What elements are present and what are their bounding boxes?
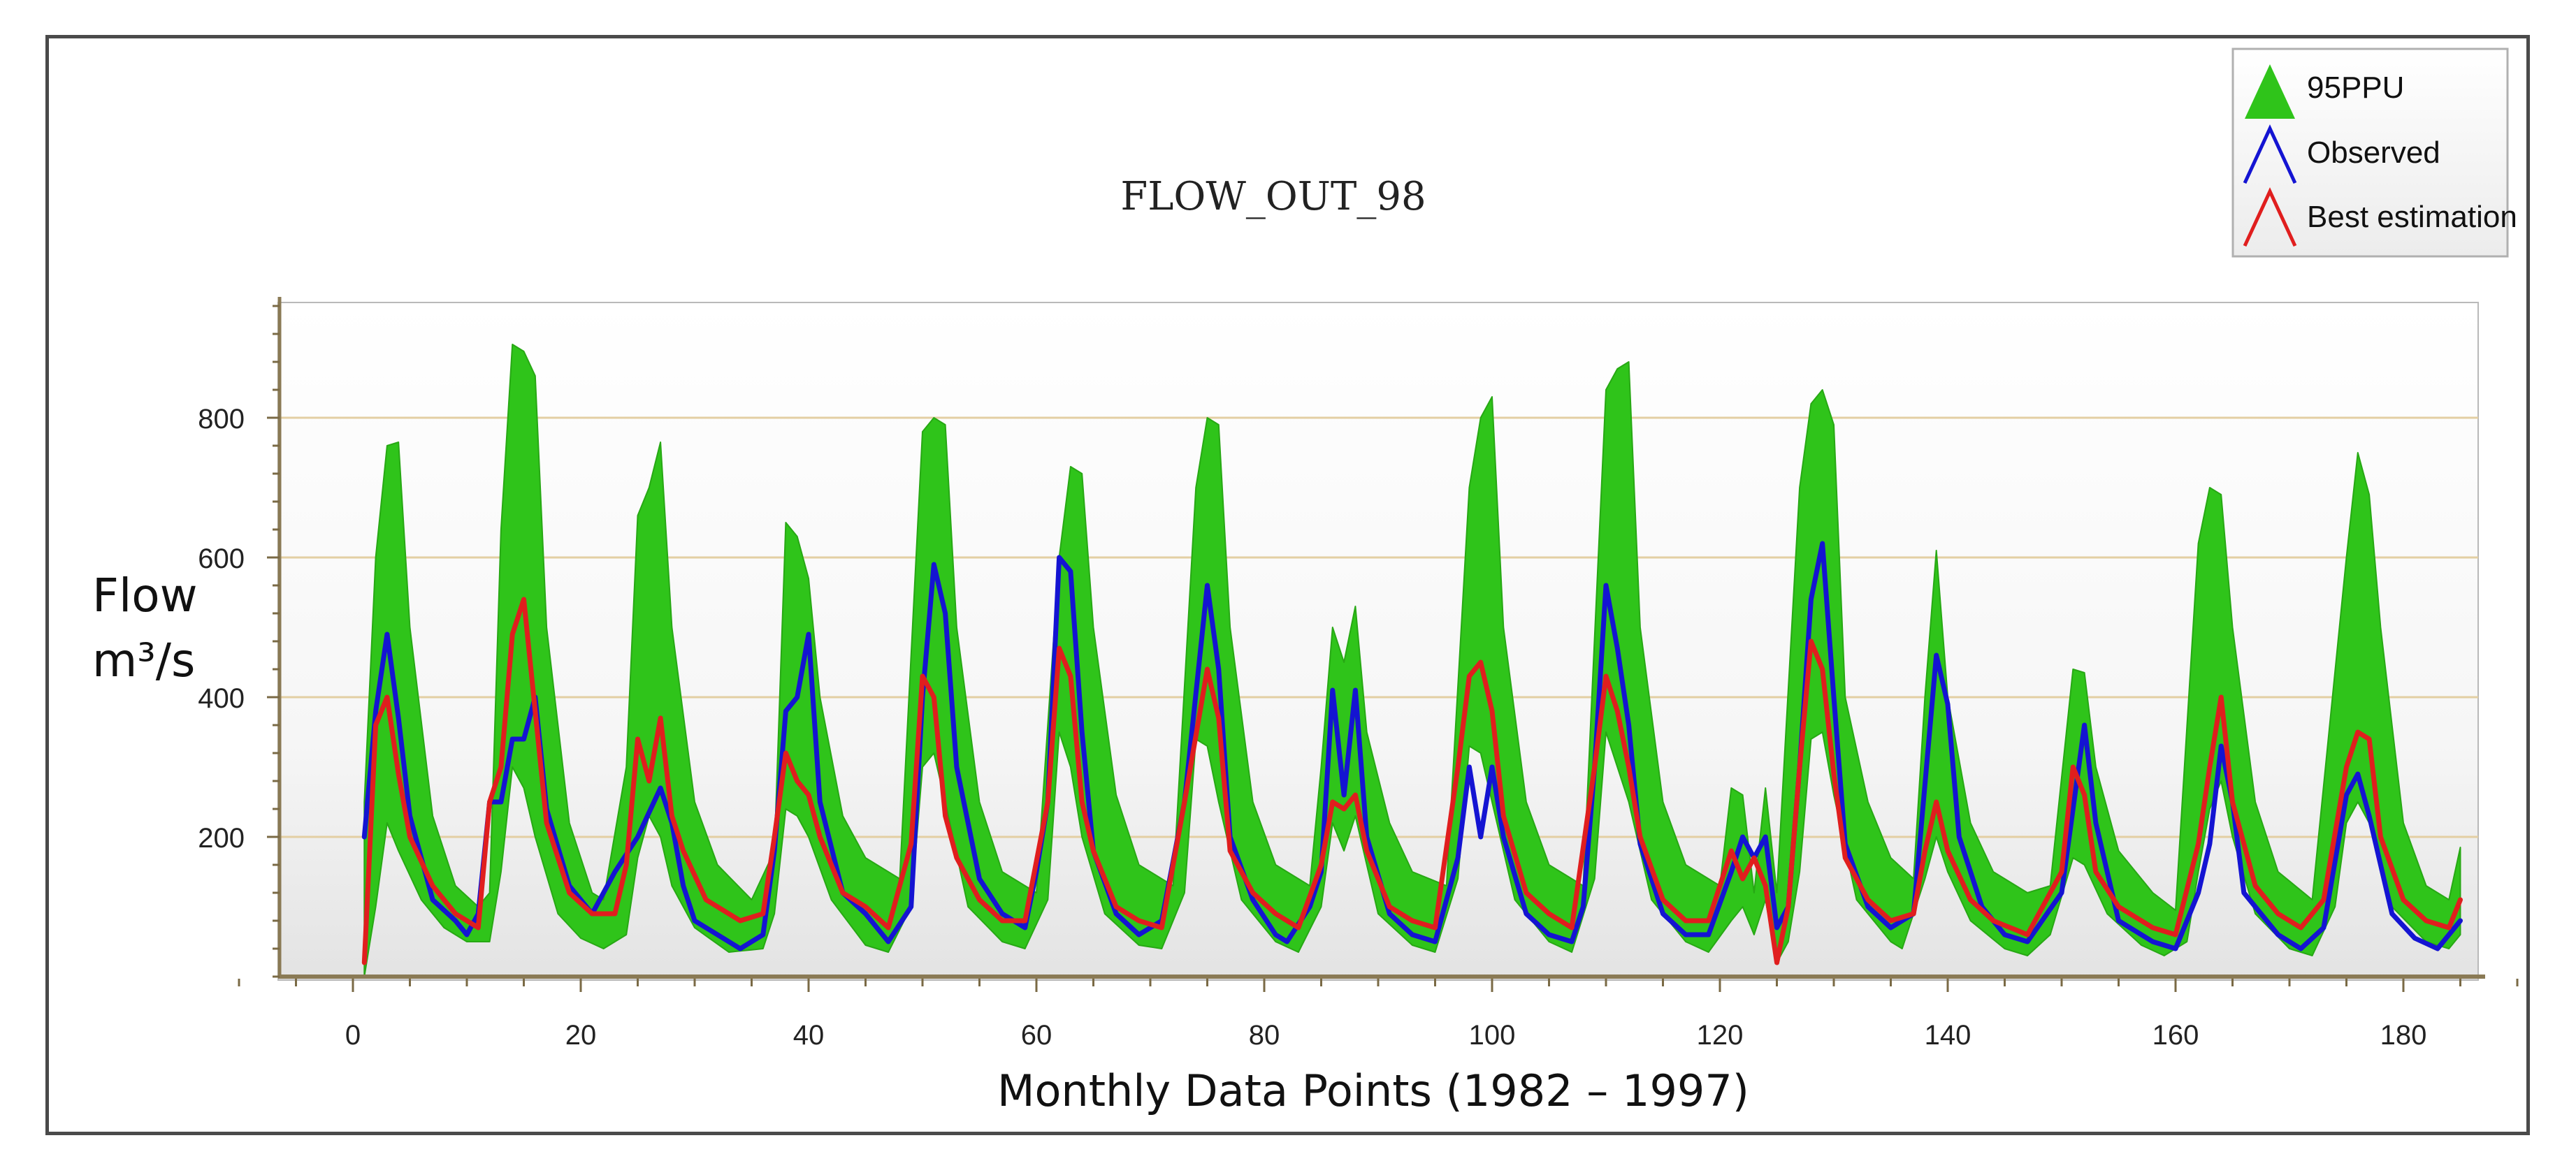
chart-title: FLOW_OUT_98	[1120, 174, 1426, 219]
x-tick-label-120: 120	[1697, 1020, 1744, 1051]
x-tick-label-20: 20	[565, 1020, 597, 1051]
y-tick-label-200: 200	[198, 823, 245, 854]
y-tick-label-800: 800	[198, 404, 245, 435]
axis-tick-labels: 200 400 600 800 0 20 40 60 80 100 120 140 160 180	[198, 404, 2426, 1051]
x-tick-label-40: 40	[793, 1020, 825, 1051]
x-axis-label: Monthly Data Points (1982 – 1997)	[997, 1065, 1749, 1116]
x-tick-label-80: 80	[1249, 1020, 1280, 1051]
legend-label-observed: Observed	[2307, 136, 2440, 170]
legend-label-95ppu: 95PPU	[2307, 71, 2404, 105]
legend-swatch-best-estimation	[2243, 187, 2297, 247]
y-axis-label-units: m³/s	[92, 634, 195, 687]
axis-ticks	[238, 305, 2519, 992]
y-axis-label-flow: Flow	[92, 569, 198, 622]
series-95ppu-band	[363, 344, 2461, 977]
x-tick-label-180: 180	[2380, 1020, 2427, 1051]
y-tick-label-400: 400	[198, 683, 245, 714]
y-tick-label-600: 600	[198, 543, 245, 574]
legend: 95PPU Observed Best estimation	[2231, 48, 2517, 258]
series-best-estimation-line	[361, 597, 2463, 965]
x-tick-label-100: 100	[1469, 1020, 1516, 1051]
x-tick-label-0: 0	[345, 1020, 361, 1051]
x-tick-label-60: 60	[1021, 1020, 1052, 1051]
series-observed-line	[361, 541, 2463, 951]
legend-swatch-observed	[2243, 124, 2297, 184]
legend-swatch-95ppu	[2245, 64, 2295, 119]
legend-label-best-estimation: Best estimation	[2307, 200, 2517, 234]
series-layer	[361, 344, 2463, 977]
x-tick-label-160: 160	[2152, 1020, 2199, 1051]
x-tick-label-140: 140	[1925, 1020, 1971, 1051]
